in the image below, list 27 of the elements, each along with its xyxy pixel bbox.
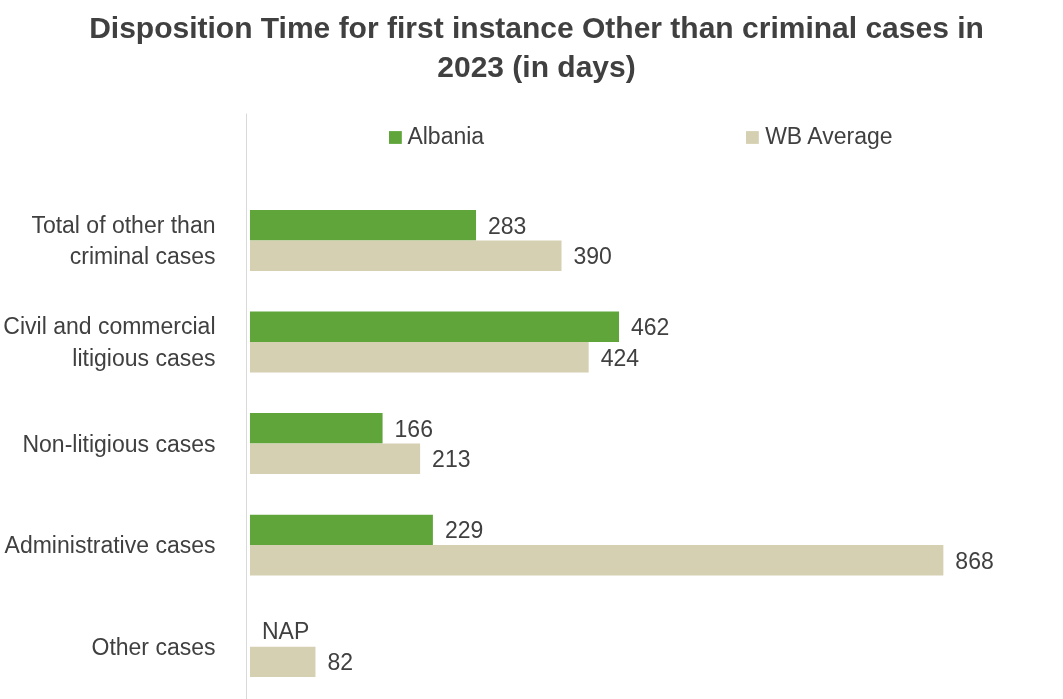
data-label: 82 [327, 649, 354, 676]
data-label: 462 [631, 314, 670, 341]
y-tick-label: Other cases [91, 633, 216, 660]
bar [249, 341, 589, 373]
data-label: 424 [600, 344, 640, 371]
y-tick-label: Administrative cases [4, 532, 216, 559]
bar [249, 311, 620, 342]
legend-label: Albania [407, 123, 485, 150]
bar [249, 514, 433, 546]
bar [249, 646, 316, 678]
y-tick-label: Non-litigious cases [22, 430, 216, 457]
data-label: 283 [488, 212, 527, 239]
y-tick-label: Total of other than criminal cases [31, 211, 216, 270]
bar [249, 545, 944, 576]
y-tick-label: Civil and commercial litigious cases [3, 313, 216, 371]
bar [249, 240, 562, 271]
data-label: 213 [432, 446, 471, 473]
data-label: 868 [955, 547, 994, 574]
data-label: 166 [394, 415, 433, 442]
chart-title: Disposition Time for first instance Other than criminal cases in 2023 (in days) [88, 10, 985, 85]
bar [249, 443, 421, 475]
bar [249, 209, 477, 241]
data-label: 229 [444, 517, 484, 544]
text: NAP [261, 618, 310, 645]
data-label: 390 [573, 243, 612, 270]
legend-label: WB Average [765, 123, 893, 150]
bar [249, 413, 383, 444]
